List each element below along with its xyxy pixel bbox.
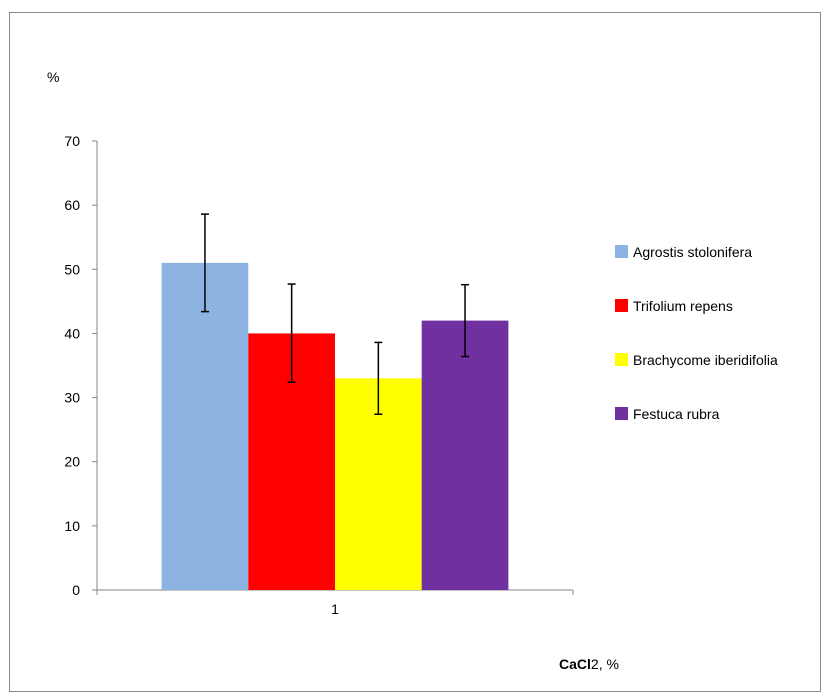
bar: [421, 320, 509, 590]
x-tick-label: 1: [331, 601, 339, 617]
y-tick-label: 40: [64, 325, 80, 341]
x-axis-title-suffix: , %: [599, 656, 619, 672]
y-tick-label: 50: [64, 261, 80, 277]
legend-label: Brachycome iberidifolia: [633, 352, 778, 368]
y-tick-label: 70: [64, 133, 80, 149]
x-axis-title-subscript: 2: [591, 656, 599, 672]
legend-label: Trifolium repens: [633, 298, 733, 314]
legend-swatch: [615, 407, 628, 420]
y-tick-label: 60: [64, 197, 80, 213]
legend-swatch: [615, 245, 628, 258]
legend-swatch: [615, 299, 628, 312]
y-axis-title: %: [47, 69, 59, 85]
x-axis-title-main: CaCl: [559, 656, 591, 672]
y-tick-label: 10: [64, 518, 80, 534]
legend-label: Agrostis stolonifera: [633, 244, 752, 260]
legend-swatch: [615, 353, 628, 366]
y-tick-label: 20: [64, 454, 80, 470]
y-tick-label: 30: [64, 390, 80, 406]
bar: [161, 262, 249, 590]
legend-label: Festuca rubra: [633, 406, 720, 422]
legend: Agrostis stolonifera Trifolium repens Brac…: [615, 244, 778, 422]
error-bars-layer: [200, 213, 470, 415]
y-tick-label: 0: [72, 582, 80, 598]
x-axis-title: CaCl2, %: [559, 656, 619, 672]
bars-layer: [161, 262, 509, 590]
